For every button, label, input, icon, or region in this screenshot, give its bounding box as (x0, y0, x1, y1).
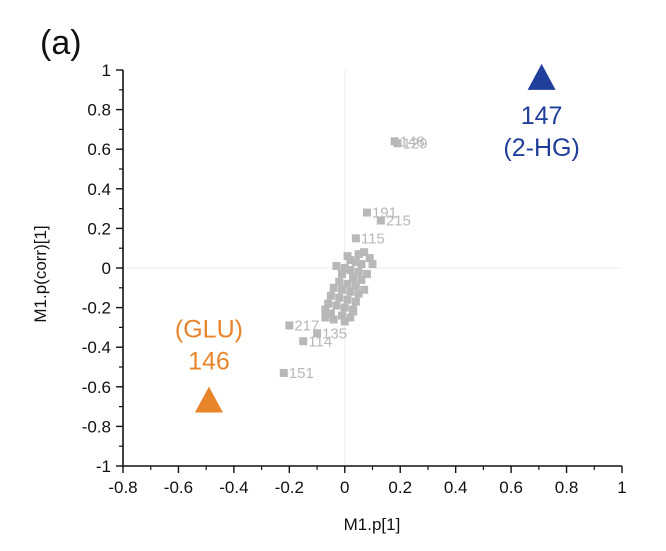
data-point (326, 309, 335, 318)
data-point (368, 260, 377, 269)
data-point (335, 293, 344, 302)
x-tick-label: 0.8 (555, 478, 579, 497)
highlight-label-glu-line1: (GLU) (175, 316, 243, 344)
data-point (329, 283, 338, 292)
data-point (346, 287, 355, 296)
data-point-217 (285, 321, 294, 330)
y-tick-label: -0.4 (82, 338, 111, 357)
data-point (335, 277, 344, 286)
panel-label: (a) (40, 24, 82, 62)
data-point (351, 258, 360, 267)
data-point-115 (351, 234, 360, 243)
data-point (338, 311, 347, 320)
data-point (349, 307, 358, 316)
axes: -0.8 -0.6 -0.4 -0.2 0 0.2 0.4 0.6 0.8 1 -1 -0.8 -0.6… (82, 61, 627, 497)
data-point (365, 254, 374, 263)
data-point (340, 264, 349, 272)
y-tick-label: -0.6 (82, 378, 111, 397)
x-tick-label: -0.8 (108, 478, 137, 497)
data-point (340, 317, 349, 326)
x-tick-label: -0.4 (219, 478, 248, 497)
x-tick-label: 1 (617, 478, 626, 497)
point-label-151: 151 (289, 365, 314, 382)
data-point (343, 252, 352, 261)
y-tick-label: -0.8 (82, 417, 111, 436)
y-tick-label: -1 (96, 457, 111, 476)
point-label-215: 215 (386, 212, 411, 229)
data-point-215 (376, 216, 385, 225)
y-tick-label: 0.8 (87, 101, 111, 120)
highlight-label-hg2-line1: 147 (521, 102, 563, 130)
x-tick-label: -0.2 (275, 478, 304, 497)
point-label-129: 129 (402, 135, 427, 152)
y-tick-label: 0 (102, 259, 111, 278)
data-point (357, 260, 366, 269)
data-point (362, 269, 371, 278)
data-point (354, 250, 363, 259)
data-point (354, 267, 363, 276)
point-label-135: 135 (322, 325, 347, 342)
x-tick-label: 0 (340, 478, 349, 497)
data-point (329, 315, 338, 324)
data-point (340, 303, 349, 312)
data-point-114 (299, 337, 308, 346)
data-point (326, 291, 335, 300)
x-tick-label: 0.6 (499, 478, 523, 497)
data-point (351, 297, 360, 306)
x-tick-label: 0.4 (444, 478, 468, 497)
data-point-129 (393, 139, 402, 148)
highlight-label-hg2-line2: (2-HG) (503, 134, 579, 162)
x-tick-label: 0.2 (388, 478, 412, 497)
data-point (343, 279, 352, 288)
data-point (360, 248, 369, 257)
data-point (346, 265, 355, 274)
highlight-label-glu-line2: 146 (188, 348, 230, 376)
data-point (346, 313, 355, 322)
point-label-115: 115 (361, 230, 385, 247)
data-point (338, 269, 347, 278)
point-label-148: 148 (400, 133, 425, 150)
data-point-135 (313, 329, 322, 338)
data-point (349, 273, 358, 282)
data-point (332, 262, 341, 271)
data-point (321, 305, 330, 314)
data-point (354, 289, 363, 298)
y-tick-label: 0.2 (87, 219, 111, 238)
data-point (324, 299, 333, 308)
point-label-114: 114 (308, 333, 332, 350)
highlighted-metabolites: (GLU) 146 147 (2-HG) (175, 63, 580, 413)
data-point (343, 295, 352, 304)
data-point-151 (279, 368, 288, 377)
y-axis-title: M1.p(corr)[1] (31, 225, 50, 322)
y-tick-label: 0.4 (87, 180, 111, 199)
triangle-marker-hg2 (527, 63, 556, 90)
data-point (321, 313, 330, 322)
y-tick-label: 1 (102, 61, 111, 80)
x-axis-title: M1.p[1] (344, 515, 401, 534)
data-point (360, 285, 369, 294)
x-tick-label: -0.6 (164, 478, 193, 497)
data-point (357, 275, 366, 284)
data-point (351, 281, 360, 290)
y-tick-label: 0.6 (87, 140, 111, 159)
data-point (332, 301, 341, 310)
data-point (338, 285, 347, 294)
y-tick-label: -0.2 (82, 299, 111, 318)
data-point-191 (362, 208, 371, 217)
triangle-marker-glu (194, 386, 223, 413)
